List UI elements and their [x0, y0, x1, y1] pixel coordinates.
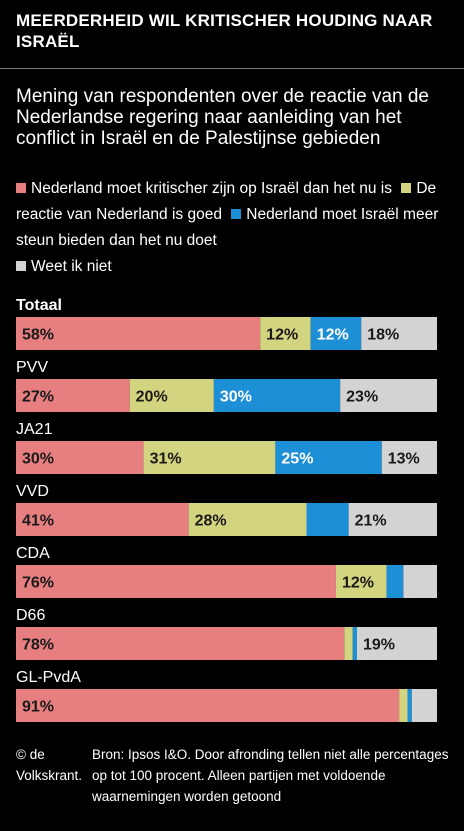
category-label: D66	[16, 607, 45, 624]
bar-segment	[16, 565, 336, 598]
data-label: 76%	[22, 575, 54, 592]
bar-segment	[16, 503, 189, 536]
bar-segment	[357, 627, 437, 660]
category-label: Totaal	[16, 297, 62, 314]
title-divider	[0, 68, 464, 69]
legend-label: Nederland moet Israël meer steun bieden …	[16, 206, 439, 249]
stacked-bar-chart: Totaal 58% 12% 12% 18% PVV 27% 20% 30% 23% JA21 30%…	[16, 297, 437, 722]
data-label: 23%	[346, 389, 378, 406]
bar-segment	[399, 689, 408, 722]
data-label: 30%	[22, 451, 54, 468]
bar-segment	[335, 565, 387, 598]
legend: Nederland moet kritischer zijn op Israël…	[16, 176, 456, 280]
bar-segment	[16, 627, 345, 660]
data-label: 41%	[22, 513, 54, 530]
legend-swatch	[16, 261, 26, 271]
category-label: JA21	[16, 421, 53, 438]
bar-segment	[260, 317, 311, 350]
data-label: 31%	[150, 451, 182, 468]
bar-segment	[361, 317, 437, 350]
data-label: 12%	[266, 327, 298, 344]
data-label: 25%	[281, 451, 313, 468]
chart-subtitle: Mening van respondenten over de reactie …	[16, 86, 429, 149]
data-label: 20%	[136, 389, 168, 406]
data-label: 21%	[355, 513, 387, 530]
bar-segment	[306, 503, 349, 536]
chart-title: MEERDERHEID WIL KRITISCHER HOUDING NAAR …	[16, 11, 433, 51]
bar-segment	[16, 441, 144, 474]
bar-segment	[16, 689, 400, 722]
bar-segment	[16, 317, 261, 350]
data-label: 58%	[22, 327, 54, 344]
data-label: 13%	[388, 451, 420, 468]
bar-segment	[213, 379, 341, 412]
bar-segment	[310, 317, 362, 350]
legend-swatch	[231, 209, 242, 219]
bar-segment	[16, 379, 130, 412]
category-label: CDA	[16, 545, 50, 562]
bar-segment	[403, 565, 437, 598]
bar-segment	[344, 627, 353, 660]
bar-segment	[381, 441, 437, 474]
credit: © de Volkskrant.	[16, 747, 83, 783]
legend-item-kritischer: Nederland moet kritischer zijn op Israël…	[16, 180, 392, 197]
legend-label: De reactie van Nederland is goed	[16, 180, 437, 223]
bar-segment	[129, 379, 214, 412]
bar-segment	[143, 441, 276, 474]
data-label: 30%	[220, 389, 252, 406]
legend-swatch	[401, 183, 412, 193]
category-label: GL-PvdA	[16, 669, 81, 686]
legend-item-weet-niet: Weet ik niet	[16, 258, 112, 275]
legend-label: Weet ik niet	[31, 258, 112, 275]
category-label: PVV	[16, 359, 48, 376]
bar-segment	[407, 689, 412, 722]
data-label: 78%	[22, 637, 54, 654]
source-note: Bron: Ipsos I&O. Door afronding tellen n…	[92, 747, 449, 804]
bar-segment	[411, 689, 437, 722]
category-label: VVD	[16, 483, 49, 500]
bar-segment	[340, 379, 437, 412]
data-label: 18%	[367, 327, 399, 344]
data-label: 12%	[317, 327, 349, 344]
data-label: 28%	[195, 513, 227, 530]
data-label: 91%	[22, 699, 54, 716]
legend-label: Nederland moet kritischer zijn op Israël…	[31, 180, 392, 197]
data-label: 27%	[22, 389, 54, 406]
legend-item-goed: De reactie van Nederland is goed	[16, 180, 436, 223]
bar-segment	[348, 503, 437, 536]
data-label: 19%	[363, 637, 395, 654]
data-label: 12%	[342, 575, 374, 592]
bar-segment	[188, 503, 307, 536]
bar-segment	[352, 627, 358, 660]
legend-swatch	[16, 183, 26, 193]
legend-item-meer-steun: Nederland moet Israël meer steun bieden …	[16, 206, 438, 249]
bar-segment	[386, 565, 404, 598]
bar-segment	[275, 441, 382, 474]
